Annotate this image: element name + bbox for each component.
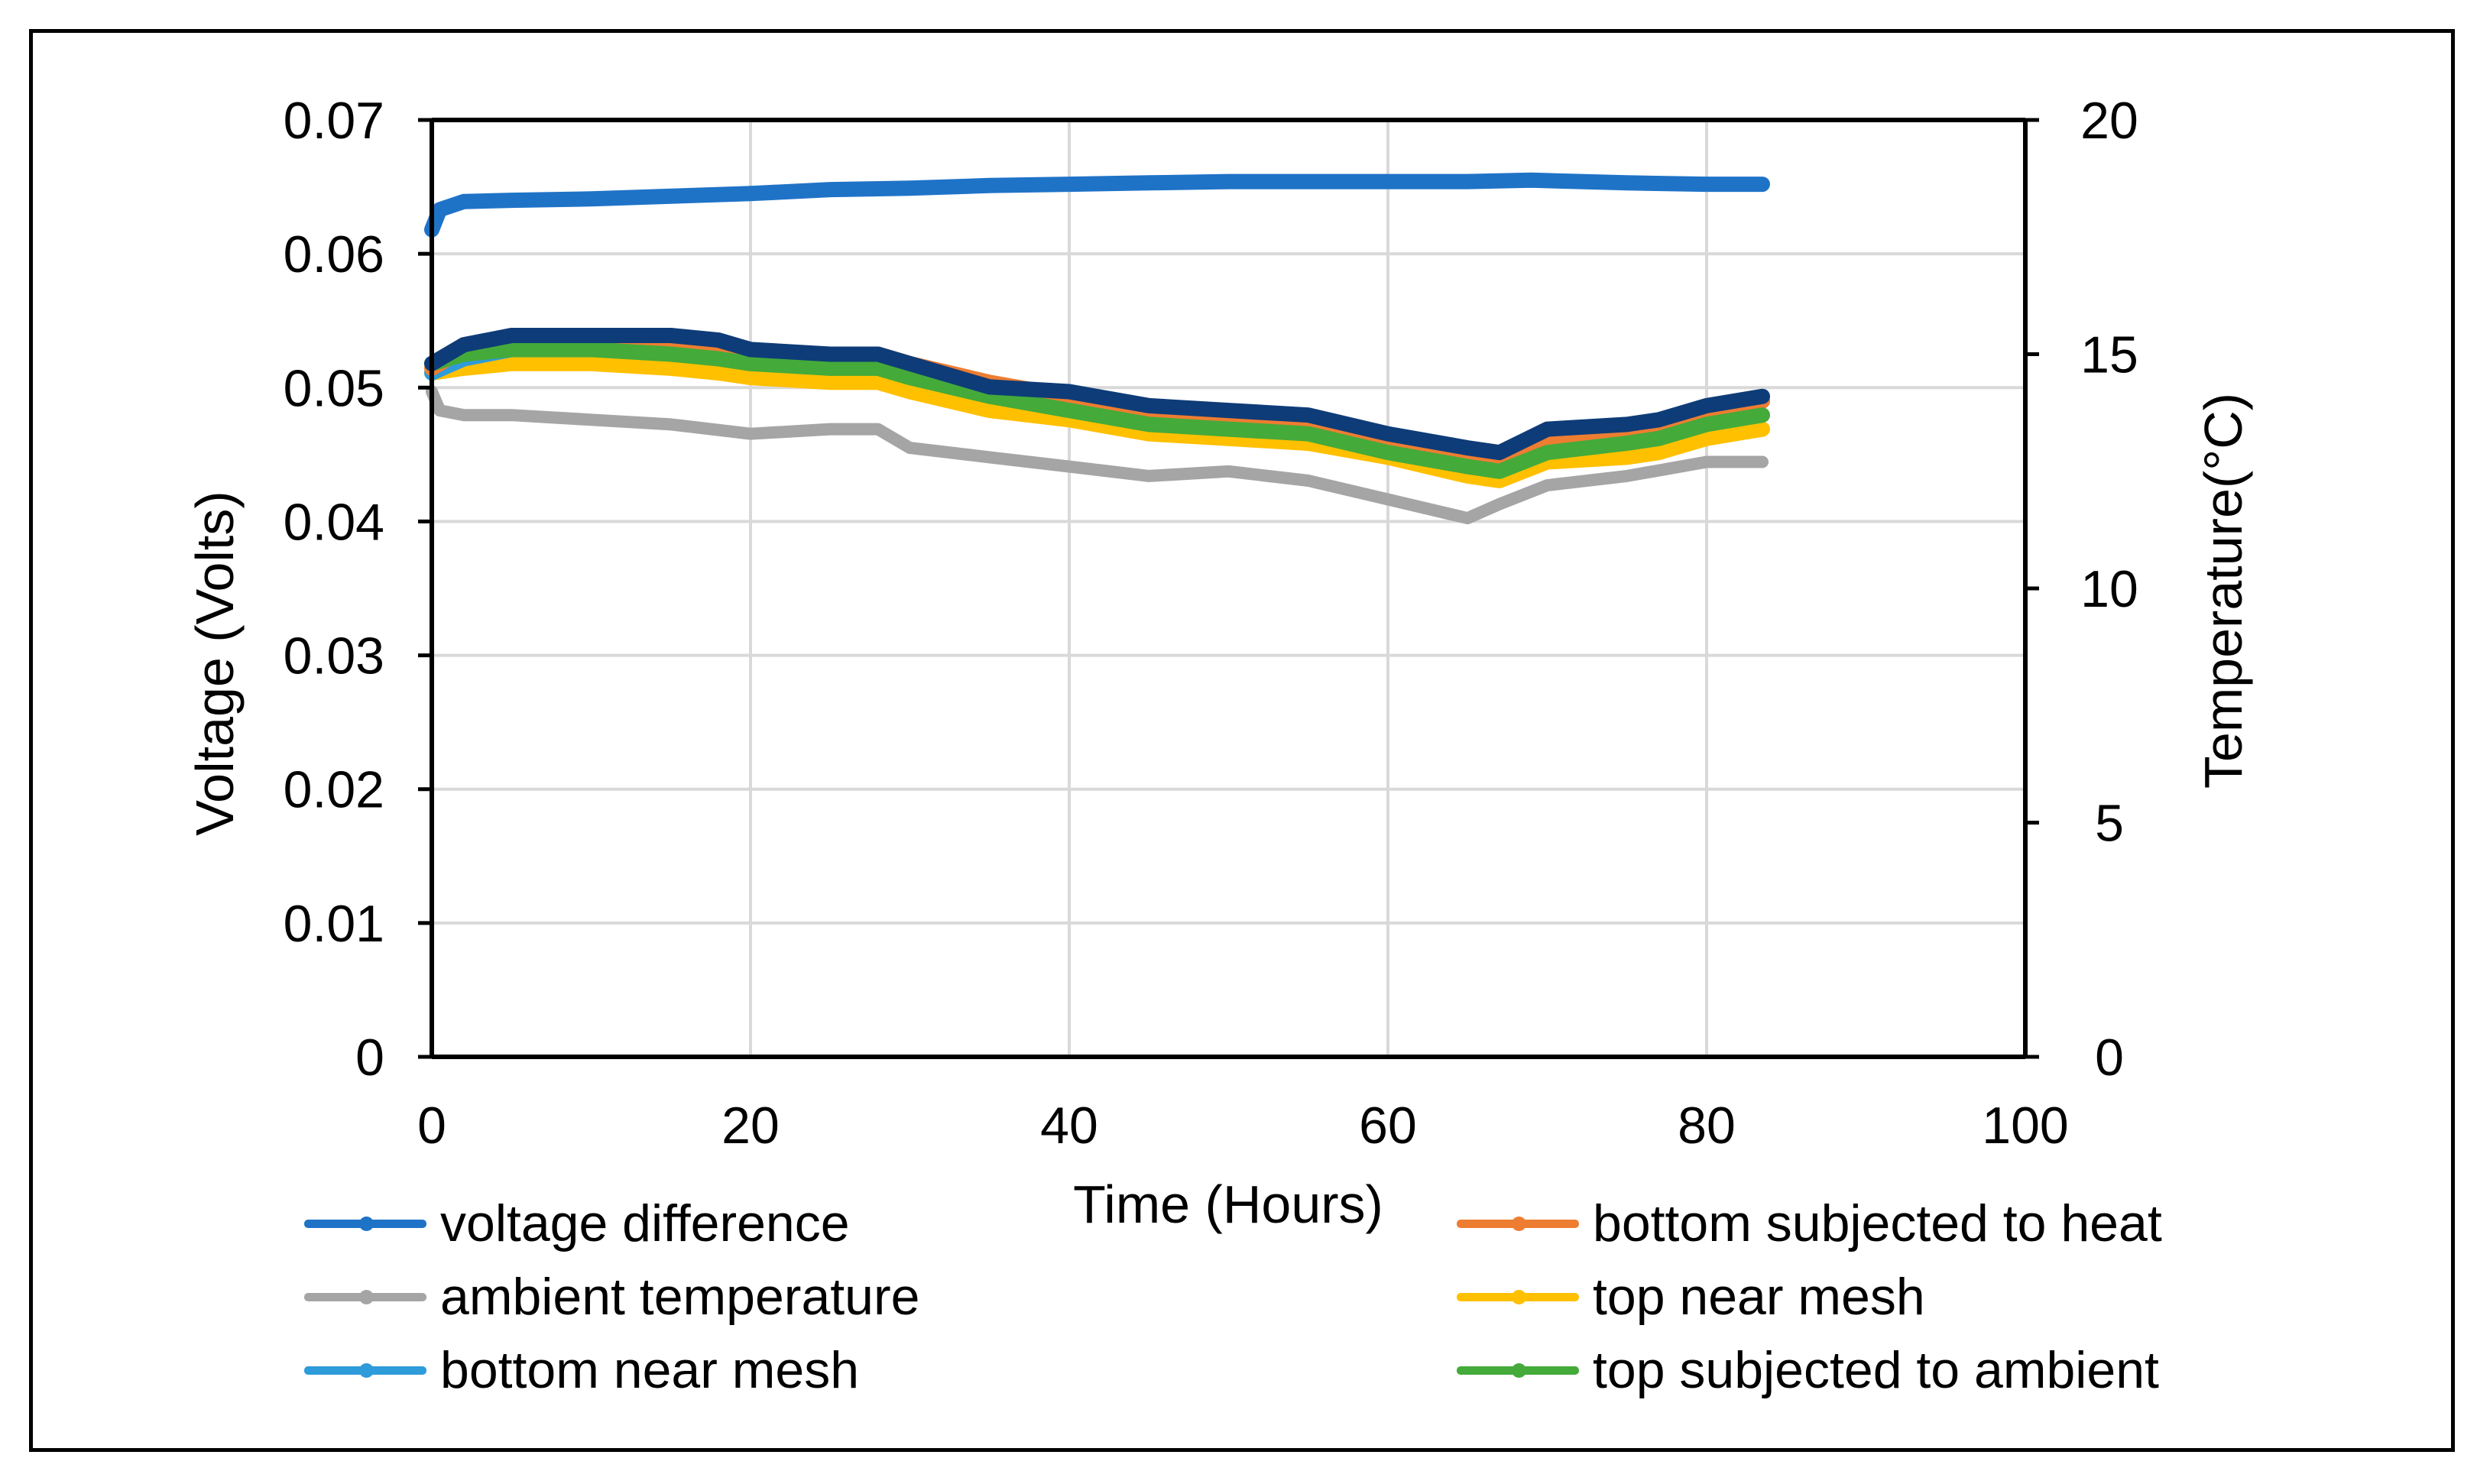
y-tick-label: 0.04 <box>284 493 384 551</box>
y-tick-label: 0.01 <box>284 895 384 953</box>
legend-label: voltage difference <box>440 1194 850 1252</box>
x-tick-label: 0 <box>417 1097 446 1155</box>
legend-marker <box>1512 1290 1526 1304</box>
series-layer <box>424 172 1770 525</box>
gridlines <box>432 118 2025 1057</box>
y2-tick-label: 20 <box>2080 92 2138 150</box>
legend-label: top subjected to ambient <box>1593 1341 2159 1399</box>
legend-label: top near mesh <box>1593 1268 1925 1326</box>
y-tick-label: 0 <box>355 1029 384 1087</box>
y2-axis-label: Temperature(°C) <box>2193 393 2253 789</box>
x-tick-label: 100 <box>1982 1097 2068 1155</box>
legend-item-top-subjected-to-ambient: top subjected to ambient <box>1457 1333 2162 1407</box>
y-tick-label: 0.02 <box>284 761 384 819</box>
legend-marker <box>359 1363 374 1378</box>
legend-swatch <box>1457 1214 1579 1233</box>
axes <box>418 118 2039 1059</box>
legend-swatch <box>1457 1288 1579 1306</box>
series-line-voltage-difference <box>424 172 1770 238</box>
y2-tick-label: 5 <box>2095 795 2124 853</box>
x-tick-label: 40 <box>1040 1097 1098 1155</box>
x-tick-label: 80 <box>1678 1097 1736 1155</box>
x-tick-label: 60 <box>1359 1097 1417 1155</box>
series-line-top-near-mesh <box>424 355 1770 488</box>
legend-right: bottom subjected to heat top near mesh t… <box>1457 1187 2162 1407</box>
legend-label: ambient temperature <box>440 1268 920 1326</box>
legend-marker <box>359 1217 374 1231</box>
y-tick-label: 0.03 <box>284 627 384 685</box>
chart-frame: 0 0.01 0.02 0.03 0.04 0.05 0.06 0.07 0 20 40 60 80 10… <box>29 29 2455 1452</box>
y2-tick-label: 0 <box>2095 1029 2124 1087</box>
legend-label: bottom near mesh <box>440 1341 860 1399</box>
legend-marker <box>359 1290 374 1304</box>
y2-tick-label: 10 <box>2080 560 2138 618</box>
y-tick-label: 0.06 <box>284 225 384 284</box>
legend-swatch <box>304 1214 426 1233</box>
legend-swatch <box>304 1288 426 1306</box>
legend-swatch <box>1457 1361 1579 1379</box>
legend-marker <box>1512 1363 1526 1378</box>
legend-item-voltage-difference: voltage difference <box>304 1187 919 1260</box>
y-tick-label: 0.07 <box>284 92 384 150</box>
series-line-bottom-near-mesh-upper-trace- <box>424 328 1770 461</box>
x-axis-label: Time (Hours) <box>1073 1175 1383 1234</box>
legend-label: bottom subjected to heat <box>1593 1194 2162 1252</box>
y-axis-label: Voltage (Volts) <box>185 491 245 835</box>
series-line-top-subjected-to-ambient <box>424 342 1770 479</box>
tick-labels: 0 0.01 0.02 0.03 0.04 0.05 0.06 0.07 0 20 40 60 80 10… <box>284 92 2138 1155</box>
y-tick-label: 0.05 <box>284 359 384 417</box>
legend-left: voltage difference ambient temperature b… <box>304 1187 919 1407</box>
legend-item-ambient-temperature: ambient temperature <box>304 1260 919 1333</box>
legend-item-bottom-near-mesh: bottom near mesh <box>304 1333 919 1407</box>
series-line-ambient-temperature <box>426 385 1769 525</box>
legend-item-bottom-subjected-to-heat: bottom subjected to heat <box>1457 1187 2162 1260</box>
legend-item-top-near-mesh: top near mesh <box>1457 1260 2162 1333</box>
legend-swatch <box>304 1361 426 1379</box>
chart-canvas: 0 0.01 0.02 0.03 0.04 0.05 0.06 0.07 0 20 40 60 80 10… <box>185 92 2253 1234</box>
legend-marker <box>1512 1217 1526 1231</box>
y2-tick-label: 15 <box>2080 326 2138 384</box>
x-tick-label: 20 <box>721 1097 780 1155</box>
